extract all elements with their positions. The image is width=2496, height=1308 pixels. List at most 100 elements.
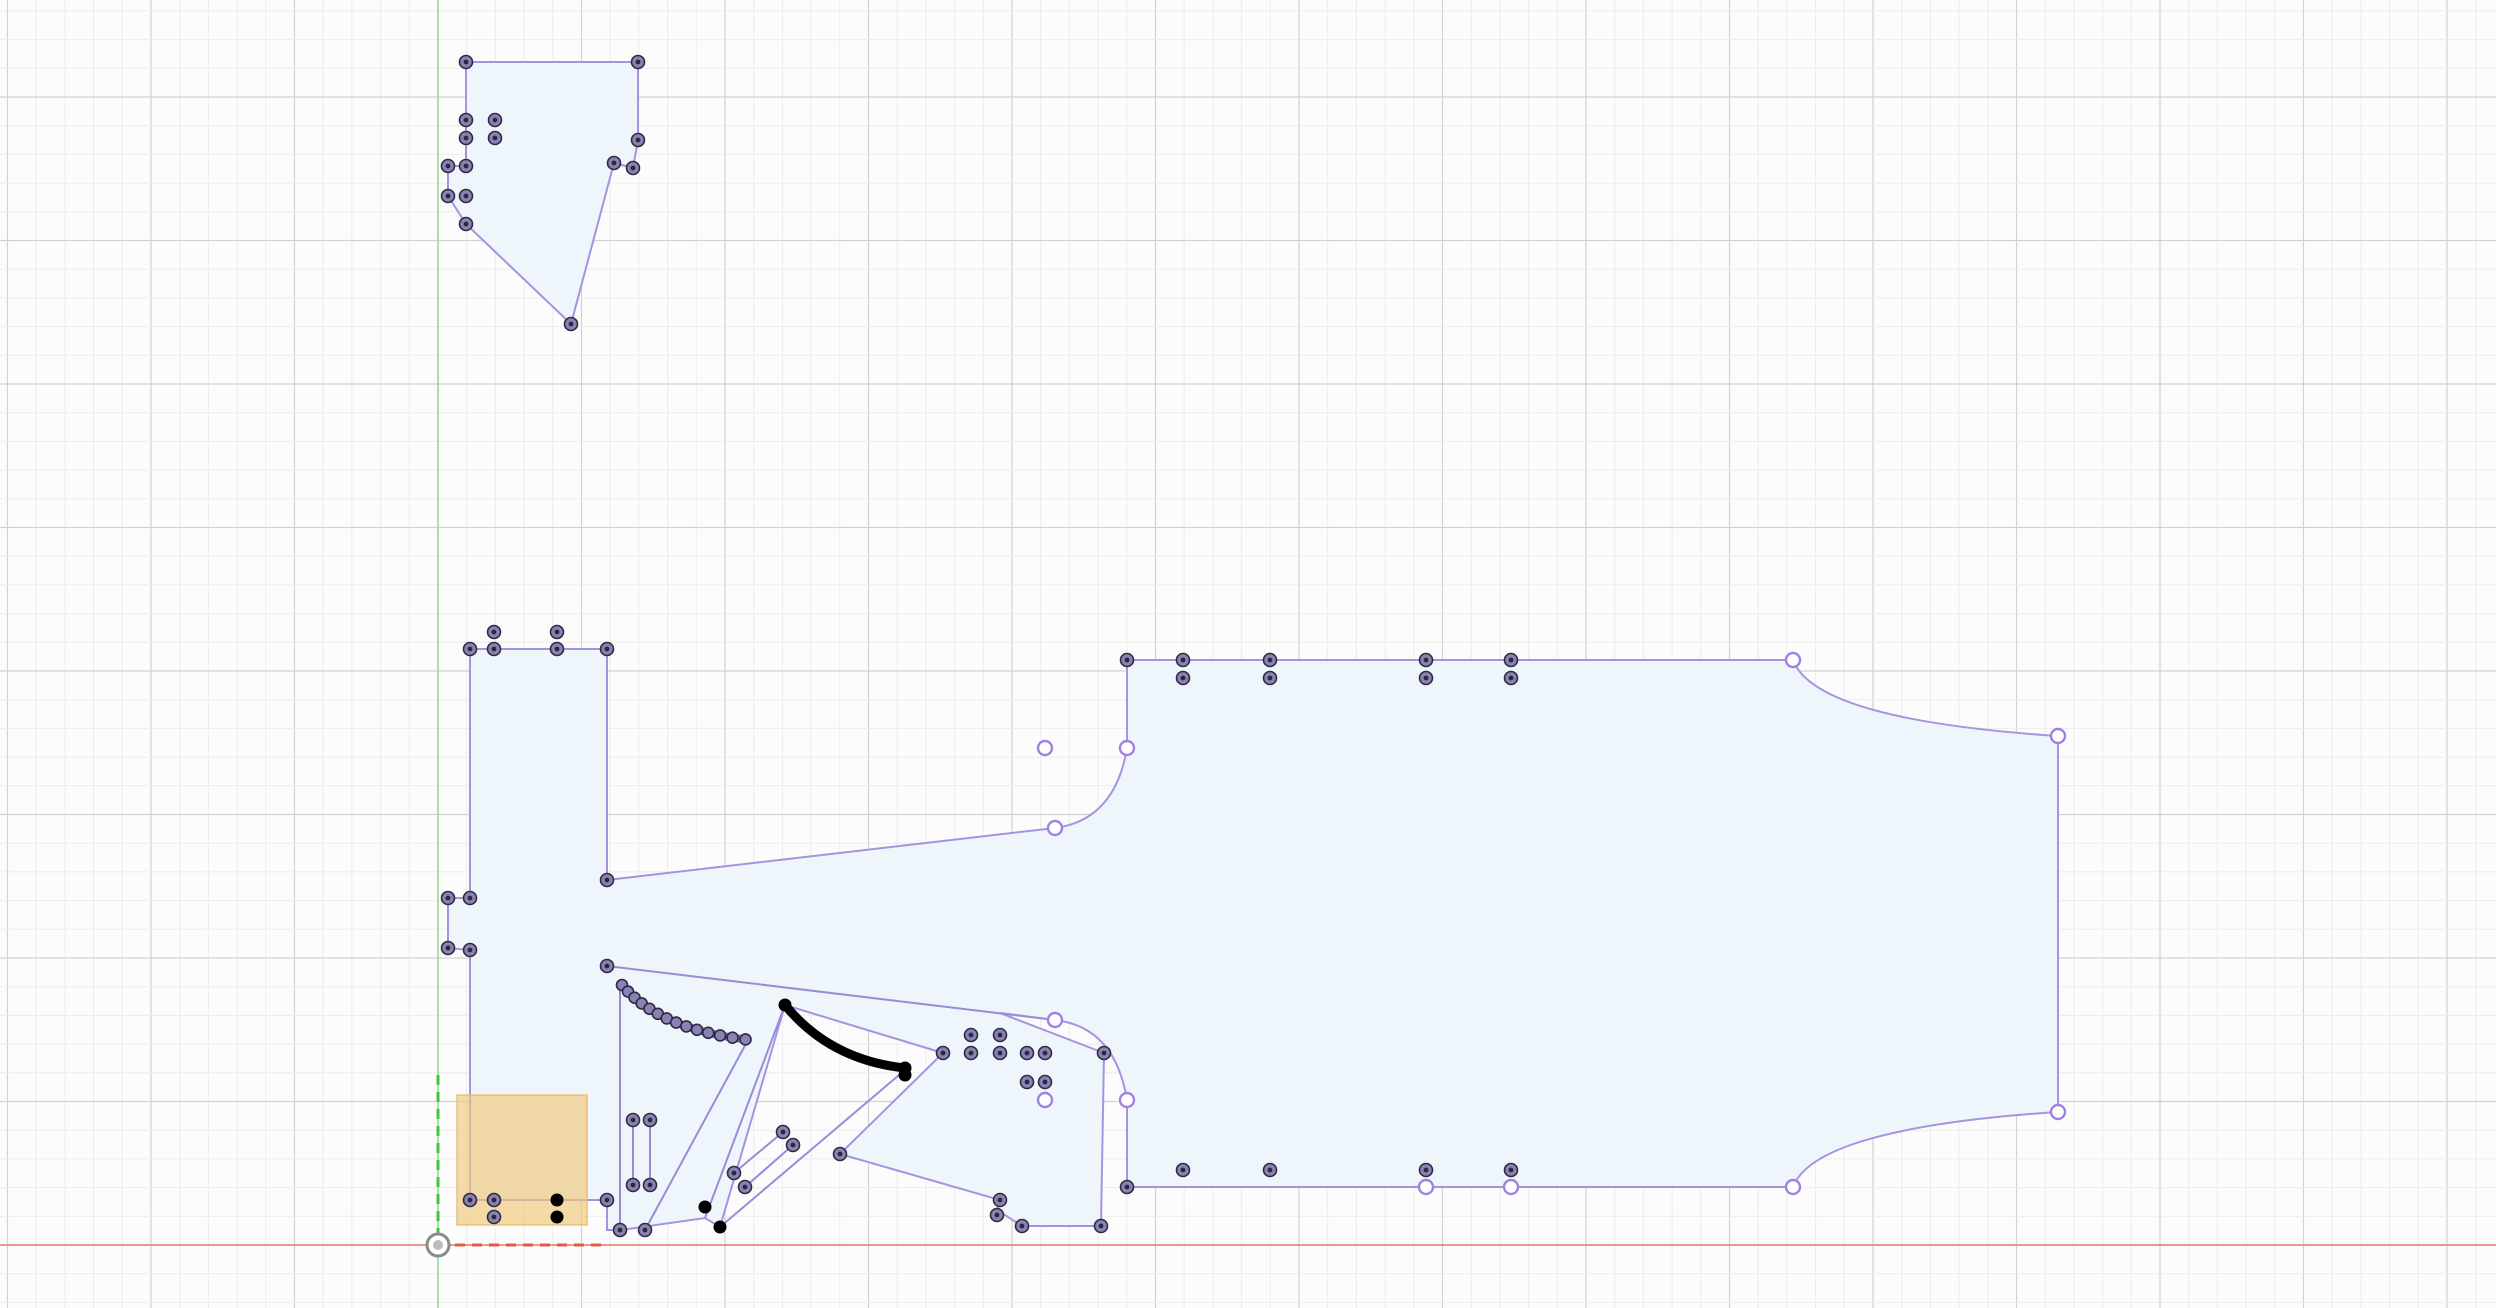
sketch-point-core	[1042, 1050, 1048, 1056]
sketch-point-core	[1267, 657, 1273, 663]
sketch-point-core	[604, 1197, 610, 1203]
sketch-point-core	[1180, 675, 1186, 681]
sketch-point-core	[997, 1197, 1003, 1203]
arc-point	[701, 1026, 715, 1040]
arc-endpoint	[1118, 739, 1136, 757]
sketch-point-core	[647, 1117, 653, 1123]
sketch-point-core	[491, 1197, 497, 1203]
arc-point	[713, 1029, 727, 1042]
sketch-point-core	[445, 163, 451, 169]
arc-endpoint	[1502, 1178, 1520, 1196]
sketch-point-core	[630, 165, 636, 171]
sketch-profile-top[interactable]	[447, 61, 639, 326]
sketch-point-core	[790, 1142, 796, 1148]
sketch-point-core	[604, 963, 610, 969]
sketch-point-core	[1508, 675, 1514, 681]
sketch-point-core	[604, 646, 610, 652]
selected-point	[713, 1220, 727, 1234]
sketch-point-core	[968, 1032, 974, 1038]
selected-point	[550, 1210, 564, 1224]
sketch-point-core	[463, 193, 469, 199]
arc-endpoint	[1046, 819, 1064, 837]
selected-point	[550, 1193, 564, 1207]
sketch-point-core	[780, 1129, 786, 1135]
sketch-point-core	[491, 629, 497, 635]
arc-endpoint	[1036, 1091, 1054, 1109]
sketch-line-slot-d[interactable]	[632, 1120, 794, 1188]
sketch-point-core	[554, 629, 560, 635]
sketch-point-core	[463, 135, 469, 141]
sketch-point-core	[1042, 1079, 1048, 1085]
sketch-point-core	[997, 1050, 1003, 1056]
sketch-point-core	[1267, 1167, 1273, 1173]
sketch-point-core	[492, 117, 498, 123]
sketch-line-slot-a[interactable]	[606, 965, 1056, 1021]
arc-endpoint	[2049, 727, 2067, 745]
sketch-points[interactable]	[440, 54, 2067, 1238]
sketch-point-core	[1423, 1167, 1429, 1173]
sketch-point-core	[1124, 657, 1130, 663]
sketch-point-core	[467, 947, 473, 953]
selected-point	[898, 1068, 912, 1082]
sketch-point-core	[1267, 675, 1273, 681]
arc-endpoint	[1784, 1178, 1802, 1196]
sketch-point-core	[1124, 1184, 1130, 1190]
selected-point	[778, 998, 792, 1012]
sketch-point-core	[1024, 1079, 1030, 1085]
arc-endpoint	[1036, 739, 1054, 757]
sketch-point-core	[630, 1117, 636, 1123]
arc-point	[726, 1031, 739, 1044]
arc-point	[680, 1020, 693, 1033]
sketch-point-core	[554, 646, 560, 652]
sketch-point-core	[1180, 657, 1186, 663]
sketch-point-core	[731, 1170, 737, 1176]
sketch-point-core	[617, 1227, 623, 1233]
sketch-point-core	[463, 117, 469, 123]
sketch-point-core	[1098, 1223, 1104, 1229]
sketch-point-core	[742, 1184, 748, 1190]
sketch-point-core	[1180, 1167, 1186, 1173]
sketch-point-core	[1423, 675, 1429, 681]
sketch-point-core	[1508, 1167, 1514, 1173]
sketch-point-core	[1024, 1050, 1030, 1056]
sketch-point-core	[1019, 1223, 1025, 1229]
sketch-line-slot-c[interactable]	[704, 1004, 906, 1228]
sketch-point-core	[568, 321, 574, 327]
sketch-point-core	[940, 1050, 946, 1056]
sketch-point-core	[997, 1032, 1003, 1038]
sketch-profile-main[interactable]	[447, 648, 2059, 1231]
sketch-point-core	[604, 877, 610, 883]
arc-endpoint	[1118, 1091, 1136, 1109]
sketch-point-core	[445, 895, 451, 901]
sketch-point-core	[445, 945, 451, 951]
selection-box[interactable]	[456, 1094, 588, 1226]
sketch-point-core	[837, 1151, 843, 1157]
sketch-point-core	[463, 221, 469, 227]
sketch-point-core	[642, 1227, 648, 1233]
sketch-point-core	[635, 59, 641, 65]
sketch-point-core	[492, 135, 498, 141]
arc-point	[690, 1023, 704, 1037]
sketch-point-core	[467, 895, 473, 901]
sketch-point-core	[491, 1214, 497, 1220]
sketch-point-core	[463, 163, 469, 169]
sketch-point-core	[1508, 657, 1514, 663]
sketch-point-core	[467, 1197, 473, 1203]
sketch-point-core	[1101, 1050, 1107, 1056]
sketch-point-core	[445, 193, 451, 199]
sketch-point-core	[1423, 657, 1429, 663]
origin-point-icon[interactable]	[425, 1232, 451, 1258]
sketch-point-core	[630, 1182, 636, 1188]
sketch-point-core	[467, 646, 473, 652]
sketch-arc-selected[interactable]	[781, 1002, 906, 1073]
selected-point	[698, 1200, 712, 1214]
sketch-point-core	[647, 1182, 653, 1188]
sketch-point-core	[491, 646, 497, 652]
arc-endpoint	[1784, 651, 1802, 669]
sketch-line-slot-b[interactable]	[619, 985, 749, 1231]
arc-endpoint	[1046, 1011, 1064, 1029]
arc-point	[739, 1033, 752, 1046]
sketch-point-core	[994, 1212, 1000, 1218]
